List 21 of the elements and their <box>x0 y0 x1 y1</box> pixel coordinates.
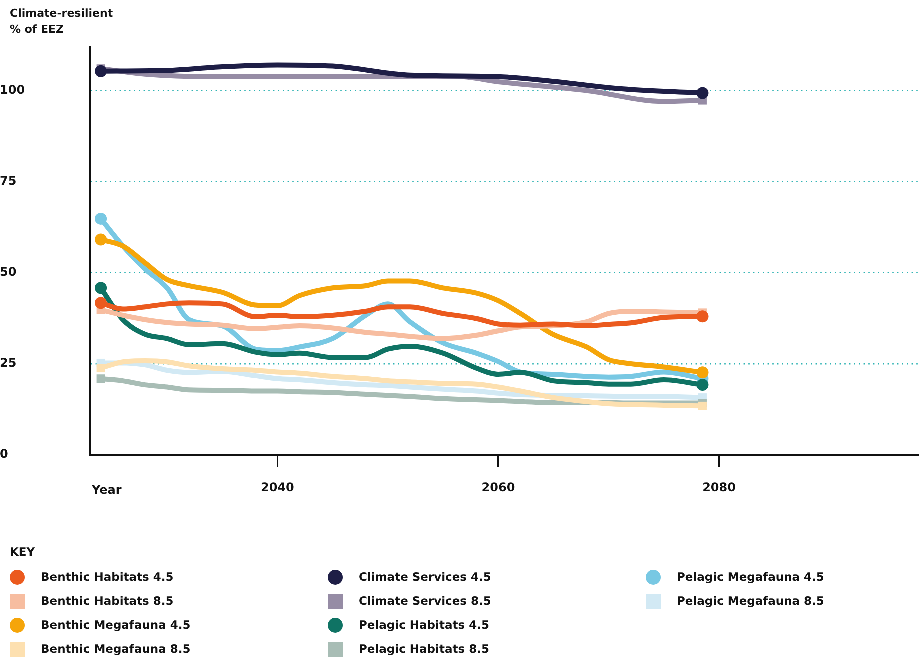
legend-label: Pelagic Megafauna 4.5 <box>677 570 824 584</box>
legend-label: Climate Services 4.5 <box>359 570 492 584</box>
legend-label: Pelagic Megafauna 8.5 <box>677 594 824 608</box>
legend-label: Benthic Habitats 8.5 <box>41 594 174 608</box>
legend-label: Benthic Megafauna 8.5 <box>41 642 191 656</box>
legend-title: KEY <box>10 545 36 559</box>
y-tick-label: 0 <box>0 447 8 462</box>
y-tick-label: 75 <box>0 174 17 188</box>
legend-label: Pelagic Habitats 8.5 <box>359 642 490 656</box>
x-tick-label: 2040 <box>260 480 294 494</box>
x-tick-label: 2080 <box>702 480 736 494</box>
x-tick-label: 2060 <box>482 480 516 494</box>
y-tick-label: 100 <box>0 82 26 97</box>
x-axis-title: Year <box>91 483 122 498</box>
y-tick-label: 25 <box>0 356 17 370</box>
y-axis-title: Climate-resilient % of EEZ <box>10 6 114 38</box>
y-tick-label: 50 <box>0 264 17 279</box>
legend-label: Benthic Habitats 4.5 <box>41 570 174 584</box>
legend-label: Benthic Megafauna 4.5 <box>41 618 191 632</box>
legend-label: Pelagic Habitats 4.5 <box>359 618 490 632</box>
legend-label: Climate Services 8.5 <box>359 594 492 608</box>
